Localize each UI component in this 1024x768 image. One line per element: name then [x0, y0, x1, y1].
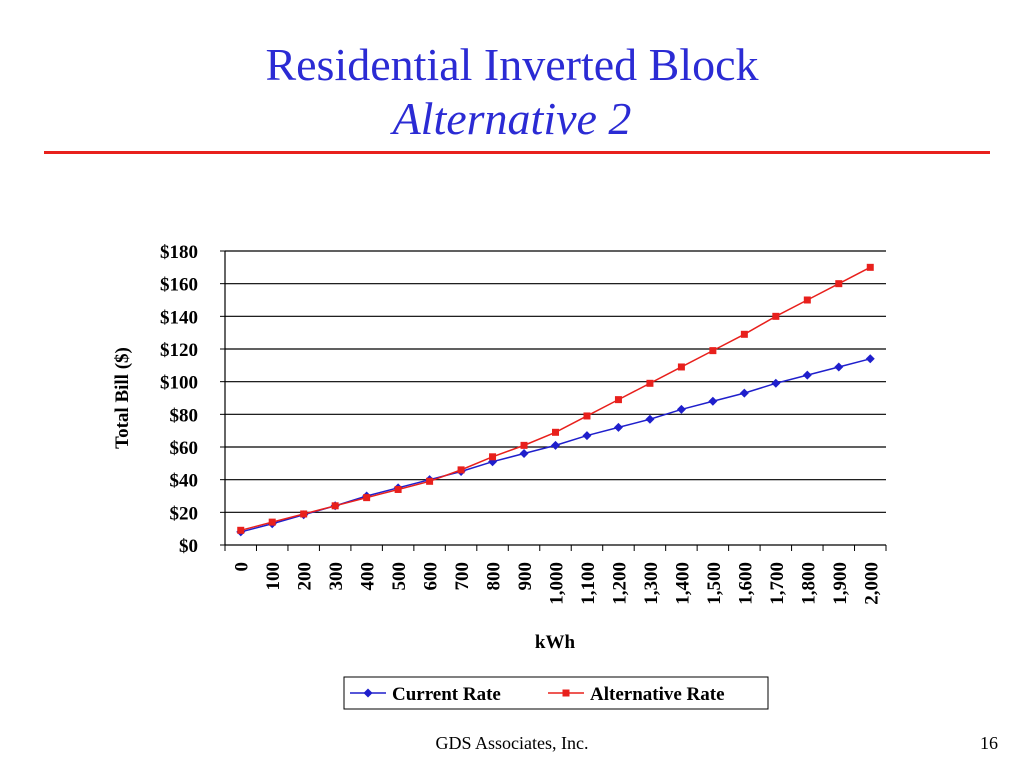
- page-number: 16: [980, 733, 998, 753]
- data-point: [646, 379, 654, 387]
- y-tick-label: $180: [160, 242, 198, 263]
- y-tick-label: $20: [170, 503, 199, 524]
- x-tick-label: 1,600: [735, 562, 756, 605]
- x-tick-label: 1,400: [672, 562, 693, 605]
- data-point: [740, 330, 748, 338]
- data-point: [803, 296, 811, 304]
- slide-title: Residential Inverted Block Alternative 2: [0, 38, 1024, 146]
- data-point: [613, 422, 623, 432]
- x-tick-label: 300: [326, 562, 347, 591]
- legend-label: Current Rate: [392, 684, 501, 705]
- data-point: [583, 412, 591, 420]
- data-point: [739, 388, 749, 398]
- axes: [224, 251, 886, 546]
- x-axis-ticks: 0 100 200 300 400 500 600 700 800 900 1,000 1,100 1,…: [224, 545, 887, 605]
- data-point: [802, 370, 812, 380]
- x-tick-label: 1,100: [578, 562, 599, 605]
- x-tick-label: 200: [295, 562, 316, 591]
- data-point: [552, 428, 559, 436]
- data-point: [426, 477, 434, 485]
- y-tick-label: $120: [160, 340, 198, 361]
- legend-marker: [562, 689, 570, 697]
- data-point: [363, 494, 371, 502]
- data-point: [645, 414, 655, 424]
- data-point: [394, 485, 402, 493]
- series-layer: [236, 263, 875, 537]
- data-point: [866, 263, 874, 271]
- y-tick-label: $0: [179, 536, 198, 557]
- data-point: [582, 431, 592, 441]
- data-point: [834, 362, 844, 372]
- data-point: [520, 441, 528, 449]
- data-point: [457, 466, 465, 474]
- x-tick-label: 1,500: [704, 562, 725, 605]
- y-axis-label: Total Bill ($): [112, 347, 133, 449]
- y-tick-label: $140: [160, 307, 198, 328]
- data-point: [519, 449, 529, 459]
- x-tick-label: 1,700: [767, 562, 788, 605]
- y-axis-ticks: $0 $20 $40 $60 $80 $100 $120 $140 $160 $180: [160, 242, 225, 557]
- legend-marker: [363, 688, 373, 698]
- x-tick-label: 1,000: [547, 562, 568, 605]
- y-tick-label: $100: [160, 373, 198, 394]
- data-point: [835, 280, 843, 288]
- data-point: [614, 396, 622, 404]
- x-tick-label: 1,900: [830, 562, 851, 605]
- y-tick-label: $80: [170, 405, 199, 426]
- data-point: [268, 518, 276, 526]
- series-line: [240, 266, 871, 532]
- data-point: [551, 440, 560, 450]
- title-line: Residential Inverted Block: [265, 39, 759, 90]
- data-point: [709, 347, 717, 355]
- data-point: [771, 378, 781, 388]
- data-point: [865, 354, 875, 364]
- footer-company: GDS Associates, Inc.: [435, 733, 589, 753]
- x-tick-label: 400: [358, 562, 379, 591]
- legend-label: Alternative Rate: [590, 684, 725, 705]
- y-tick-label: $40: [170, 471, 199, 492]
- x-tick-label: 600: [421, 562, 442, 591]
- data-point: [237, 526, 245, 534]
- data-point: [772, 312, 780, 320]
- y-tick-label: $160: [160, 275, 198, 296]
- x-tick-label: 2,000: [861, 562, 882, 605]
- data-point: [677, 363, 685, 371]
- data-point: [331, 502, 339, 510]
- data-point: [489, 453, 497, 461]
- y-tick-label: $60: [170, 438, 199, 459]
- data-point: [300, 510, 308, 518]
- title-divider: [44, 151, 990, 154]
- legend: Current Rate Alternative Rate: [343, 676, 769, 710]
- x-tick-label: 100: [263, 562, 284, 591]
- x-tick-label: 900: [515, 562, 536, 591]
- x-tick-label: 0: [232, 562, 253, 572]
- data-point: [676, 404, 686, 414]
- subtitle-line: Alternative 2: [392, 93, 632, 144]
- x-tick-label: 1,300: [641, 562, 662, 605]
- x-axis-label: kWh: [535, 632, 576, 653]
- x-tick-label: 800: [484, 562, 505, 591]
- x-tick-label: 500: [389, 562, 410, 591]
- x-tick-label: 1,800: [798, 562, 819, 605]
- x-tick-label: 700: [452, 562, 473, 591]
- x-tick-label: 1,200: [609, 562, 630, 605]
- gridlines: [225, 250, 886, 513]
- data-point: [708, 396, 718, 406]
